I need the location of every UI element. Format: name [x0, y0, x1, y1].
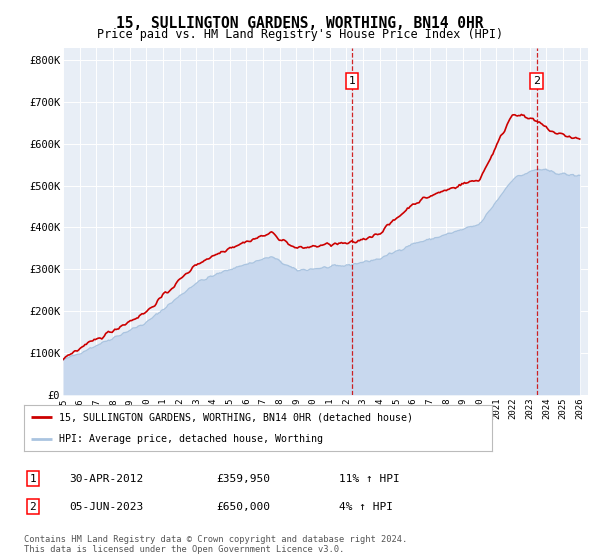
- Text: Price paid vs. HM Land Registry's House Price Index (HPI): Price paid vs. HM Land Registry's House …: [97, 28, 503, 41]
- Text: 2: 2: [533, 76, 540, 86]
- Text: 2: 2: [29, 502, 37, 512]
- Text: 30-APR-2012: 30-APR-2012: [69, 474, 143, 484]
- Text: 15, SULLINGTON GARDENS, WORTHING, BN14 0HR: 15, SULLINGTON GARDENS, WORTHING, BN14 0…: [116, 16, 484, 31]
- Text: 1: 1: [29, 474, 37, 484]
- Text: £359,950: £359,950: [216, 474, 270, 484]
- Text: 11% ↑ HPI: 11% ↑ HPI: [339, 474, 400, 484]
- Text: Contains HM Land Registry data © Crown copyright and database right 2024.
This d: Contains HM Land Registry data © Crown c…: [24, 535, 407, 554]
- Text: HPI: Average price, detached house, Worthing: HPI: Average price, detached house, Wort…: [59, 435, 323, 444]
- Text: 15, SULLINGTON GARDENS, WORTHING, BN14 0HR (detached house): 15, SULLINGTON GARDENS, WORTHING, BN14 0…: [59, 412, 413, 422]
- Text: £650,000: £650,000: [216, 502, 270, 512]
- Text: 05-JUN-2023: 05-JUN-2023: [69, 502, 143, 512]
- Text: 1: 1: [349, 76, 355, 86]
- Text: 4% ↑ HPI: 4% ↑ HPI: [339, 502, 393, 512]
